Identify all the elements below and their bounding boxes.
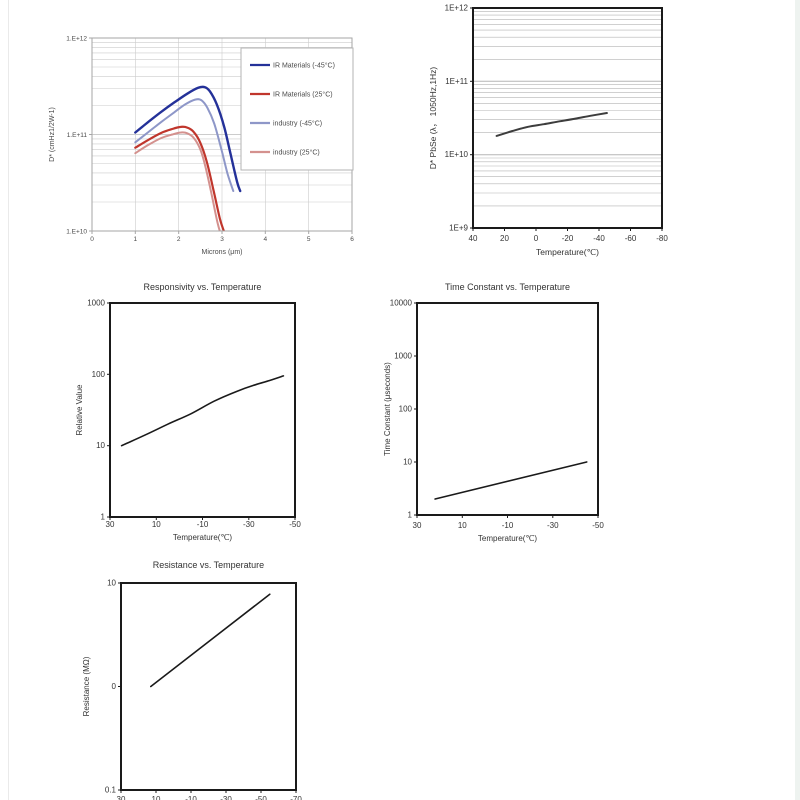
legend-label: industry (-45°C) [273, 120, 322, 128]
x-tick-label: 4 [263, 236, 267, 243]
x-tick-label: -50 [289, 520, 301, 529]
y-axis-title: Resistance (MΩ) [82, 656, 91, 716]
x-tick-label: -70 [290, 795, 302, 800]
y-tick-label: 10 [107, 579, 116, 588]
x-tick-label: 20 [500, 234, 509, 243]
x-tick-label: 3 [220, 236, 224, 243]
responsivity-vs-temperature-chart: 1000 100 10 1 30 10 -10 -30 -50 Temperature(℃) Rel… [70, 278, 330, 545]
time-constant-vs-temperature-chart: 10000 1000 100 10 1 30 10 -10 -30 -50 Temperature(… [380, 278, 630, 545]
y-tick-label: 10 [96, 441, 105, 450]
x-tick-label: -10 [197, 520, 209, 529]
legend-label: IR Materials (25°C) [273, 91, 333, 99]
y-axis-title: Relative Value [75, 384, 84, 436]
axis-labels: 1.E+12 1.E+11 1.E+100 1 2 3 4 5 6 Microns (μm) D* … [49, 36, 354, 257]
x-tick-label: 30 [106, 520, 115, 529]
y-tick-label: 10 [403, 458, 412, 467]
x-tick-label: 10 [152, 795, 161, 800]
x-tick-label: -40 [593, 234, 605, 243]
x-tick-label: -20 [562, 234, 574, 243]
y-tick-label: 1.E+12 [66, 36, 87, 43]
y-tick-label: 1 [408, 511, 413, 520]
responsivity-vs-temperature-chart-svg: 1000 100 10 130 10 -10 -30 -50 Temperature(℃) Rel… [75, 282, 301, 542]
plot-border [472, 7, 663, 229]
x-axis-title: Temperature(℃) [478, 534, 538, 543]
x-axis-title: Microns (μm) [202, 249, 243, 256]
series-industry-45-c- [134, 98, 235, 192]
series-resistance [150, 593, 271, 688]
x-tick-label: -30 [220, 795, 232, 800]
axis-labels: 1E+12 1E+11 1E+10 1E+940 20 0 -20 -40 -60 -80 Temp… [428, 4, 668, 258]
x-tick-label: -50 [255, 795, 267, 800]
x-tick-label: 30 [117, 795, 126, 800]
spectral-detectivity-chart: 1.E+12 1.E+11 1.E+10 0 1 2 3 4 5 6 Microns (μm) D* … [40, 25, 370, 265]
y-tick-label: 1E+9 [449, 224, 468, 233]
resistance-vs-temperature-chart-svg: 10 0 0.130 10 -10 -30 -50 -70 Resistance (MΩ) Res… [82, 560, 302, 800]
y-tick-label: 1000 [87, 299, 105, 308]
y-tick-label: 10000 [390, 299, 413, 308]
left-edge-line [8, 0, 9, 800]
x-tick-label: 2 [177, 236, 181, 243]
y-tick-label: 1 [101, 513, 106, 522]
series-d-pbse [495, 112, 608, 137]
legend-label: industry (25°C) [273, 149, 320, 157]
y-axis-title: D* PbSe (λ， 1050Hz,1Hz) [428, 67, 438, 170]
time-constant-vs-temperature-chart-svg: 10000 1000 100 10 130 10 -10 -30 -50 Temperature(… [383, 282, 604, 543]
chart-title: Time Constant vs. Temperature [445, 282, 570, 292]
x-tick-label: -50 [592, 521, 604, 530]
series-ir-materials-25-c- [134, 125, 226, 231]
x-tick-label: -80 [656, 234, 668, 243]
legend: IR Materials (-45°C) IR Materials (25°C) i… [240, 47, 354, 171]
axis-labels: 1000 100 10 130 10 -10 -30 -50 Temperature(℃) Rel… [75, 282, 301, 542]
plot-border [416, 302, 599, 516]
x-axis-title: Temperature(℃) [536, 247, 599, 257]
y-tick-label: 1E+11 [445, 77, 468, 86]
resistance-vs-temperature-chart: 10 0 0.1 30 10 -10 -30 -50 -70 Resistance (MΩ) Res… [75, 556, 325, 800]
x-tick-label: 0 [90, 236, 94, 243]
series-industry-25-c- [134, 131, 221, 231]
x-tick-label: -30 [243, 520, 255, 529]
x-tick-label: -30 [547, 521, 559, 530]
y-tick-label: 100 [92, 370, 106, 379]
chart-title: Resistance vs. Temperature [153, 560, 264, 570]
y-tick-label: 1.E+10 [66, 229, 87, 236]
x-tick-label: -10 [185, 795, 197, 800]
axis-labels: 10 0 0.130 10 -10 -30 -50 -70 Resistance (MΩ) Res… [82, 560, 302, 800]
right-edge-strip [795, 0, 800, 800]
y-tick-label: 1E+12 [445, 4, 469, 13]
gridlines [473, 11, 662, 207]
series-ir-materials-45-c- [134, 85, 242, 193]
axis-labels: 10000 1000 100 10 130 10 -10 -30 -50 Temperature(… [383, 282, 604, 543]
x-tick-label: -10 [502, 521, 514, 530]
x-axis-title: Temperature(℃) [173, 533, 233, 542]
x-tick-label: 40 [469, 234, 478, 243]
x-tick-label: 10 [152, 520, 161, 529]
x-tick-label: 30 [413, 521, 422, 530]
x-tick-label: 0 [534, 234, 539, 243]
y-tick-label: 1000 [394, 352, 412, 361]
y-axis-title: D* (cmHz1/2W-1) [49, 107, 56, 162]
series-time-constant [434, 461, 588, 500]
plot-border [109, 302, 296, 518]
dstar-vs-temperature-chart: 1E+12 1E+11 1E+10 1E+9 40 20 0 -20 -40 -60 -80 Temp… [425, 0, 705, 260]
x-tick-label: 10 [458, 521, 467, 530]
x-tick-label: 6 [350, 236, 354, 243]
spectral-detectivity-chart-svg: 1.E+12 1.E+11 1.E+100 1 2 3 4 5 6 Microns (μm) D* … [49, 36, 354, 257]
y-tick-label: 0 [112, 682, 117, 691]
legend-label: IR Materials (-45°C) [273, 62, 335, 70]
y-tick-label: 1E+10 [445, 150, 469, 159]
y-tick-label: 0.1 [105, 786, 117, 795]
plot-border [120, 582, 297, 791]
dstar-vs-temperature-chart-svg: 1E+12 1E+11 1E+10 1E+940 20 0 -20 -40 -60 -80 Temp… [428, 4, 668, 258]
x-tick-label: 1 [133, 236, 137, 243]
y-tick-label: 1.E+11 [67, 132, 88, 139]
series-responsivity [120, 375, 285, 447]
chart-title: Responsivity vs. Temperature [144, 282, 262, 292]
y-axis-title: Time Constant (μseconds) [383, 362, 392, 456]
x-tick-label: -60 [625, 234, 637, 243]
x-tick-label: 5 [307, 236, 311, 243]
y-tick-label: 100 [399, 405, 413, 414]
